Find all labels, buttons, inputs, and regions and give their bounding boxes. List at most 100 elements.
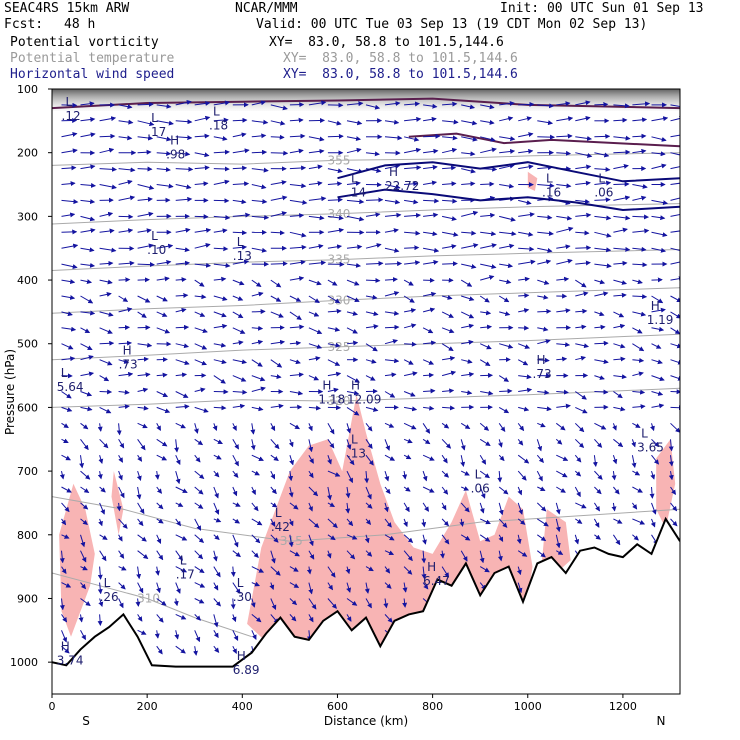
wind-vector (479, 502, 485, 514)
wind-vector (251, 359, 263, 367)
wind-vector (288, 534, 294, 548)
wind-vector (117, 534, 123, 542)
wind-vector (555, 422, 566, 431)
wind-vector (651, 375, 665, 382)
wind-vector (575, 308, 588, 314)
wind-vector (137, 211, 154, 217)
field-xy-wind: XY= 83.0, 58.8 to 101.5,144.6 (283, 67, 518, 82)
wind-vector (404, 406, 418, 412)
wind-vector (556, 226, 574, 233)
wind-vector (270, 261, 288, 267)
wind-vector (308, 486, 319, 497)
wind-vector (270, 359, 283, 368)
wind-vector (479, 295, 490, 303)
wind-vector (98, 598, 104, 607)
wind-vector (80, 262, 96, 268)
wind-vector (80, 182, 97, 188)
theta-contour-label: 335 (327, 253, 350, 267)
wind-vector (611, 471, 617, 481)
wind-vector (364, 582, 370, 594)
wind-vector (384, 486, 391, 495)
wind-vector (118, 454, 123, 463)
wind-vector (651, 326, 665, 332)
wind-vector (365, 212, 381, 218)
wind-vector (99, 311, 114, 317)
wind-vector (327, 181, 343, 187)
wind-vector (651, 502, 657, 515)
wind-vector (118, 565, 127, 571)
wind-vector (137, 372, 151, 378)
wind-vector (441, 311, 454, 318)
wind-vector (251, 454, 264, 461)
wind-vector (308, 375, 320, 381)
wind-vector (156, 311, 168, 317)
wind-vector (61, 102, 78, 108)
wind-vector (137, 405, 149, 411)
wind-vector (422, 534, 427, 545)
wind-vector (365, 422, 373, 432)
wind-vector (461, 243, 479, 249)
extremum-letter: L (237, 235, 244, 249)
wind-vector (137, 262, 155, 268)
wind-vector (460, 279, 473, 287)
wind-vector (213, 263, 231, 268)
extremum-letter: L (180, 554, 187, 568)
wind-vector (175, 277, 187, 283)
wind-vector (537, 308, 552, 314)
wind-vector (670, 247, 680, 251)
wind-vector (327, 308, 342, 314)
wind-vector (594, 359, 609, 365)
wind-vector (536, 550, 546, 558)
wind-vector (441, 422, 450, 429)
wind-vector (480, 231, 497, 237)
extremum-value: .73 (533, 367, 552, 381)
wind-vector (308, 502, 313, 512)
wind-vector (251, 566, 265, 573)
wind-vector (461, 371, 475, 377)
wind-vector (670, 486, 676, 495)
wind-vector (175, 613, 187, 620)
wind-vector (384, 518, 392, 528)
wind-vector (403, 438, 413, 444)
wind-vector (346, 406, 360, 416)
wind-vector (651, 116, 669, 122)
wind-vector (78, 614, 84, 623)
wind-vector (289, 614, 297, 622)
wind-vector (270, 211, 288, 217)
field-xy-theta: XY= 83.0, 58.8 to 101.5,144.6 (283, 51, 518, 66)
wind-vector (480, 324, 493, 330)
extremum-letter: L (151, 229, 158, 243)
wind-vector (518, 148, 534, 154)
wind-vector (156, 423, 161, 432)
wind-vector (594, 101, 609, 107)
wind-vector (650, 423, 655, 432)
wind-vector (156, 582, 161, 594)
extremum-letter: H (123, 343, 132, 357)
wind-vector (327, 359, 341, 366)
wind-vector (308, 136, 325, 142)
extremum-value: .18 (209, 119, 228, 133)
wind-vector (518, 231, 534, 237)
y-tick-label: 1000 (10, 656, 38, 669)
wind-vector (213, 166, 230, 172)
extremum-value: .16 (542, 186, 561, 200)
wind-vector (575, 518, 583, 524)
theta-contour (52, 496, 680, 542)
wind-vector (537, 486, 546, 492)
wind-vector (175, 404, 190, 410)
wind-vector (404, 199, 419, 205)
wind-vector (461, 295, 475, 302)
y-tick-label: 400 (17, 274, 38, 287)
wind-vector (156, 438, 168, 447)
wind-vector (346, 614, 352, 622)
wind-vector (442, 261, 458, 267)
wind-vector (517, 454, 530, 464)
wind-vector (308, 148, 325, 154)
wind-vector (61, 645, 70, 654)
wind-vector (79, 455, 85, 469)
wind-vector (118, 195, 136, 201)
wind-vector (670, 104, 680, 108)
wind-vector (327, 326, 341, 332)
wind-vector (194, 242, 211, 249)
wind-vector (327, 197, 343, 203)
